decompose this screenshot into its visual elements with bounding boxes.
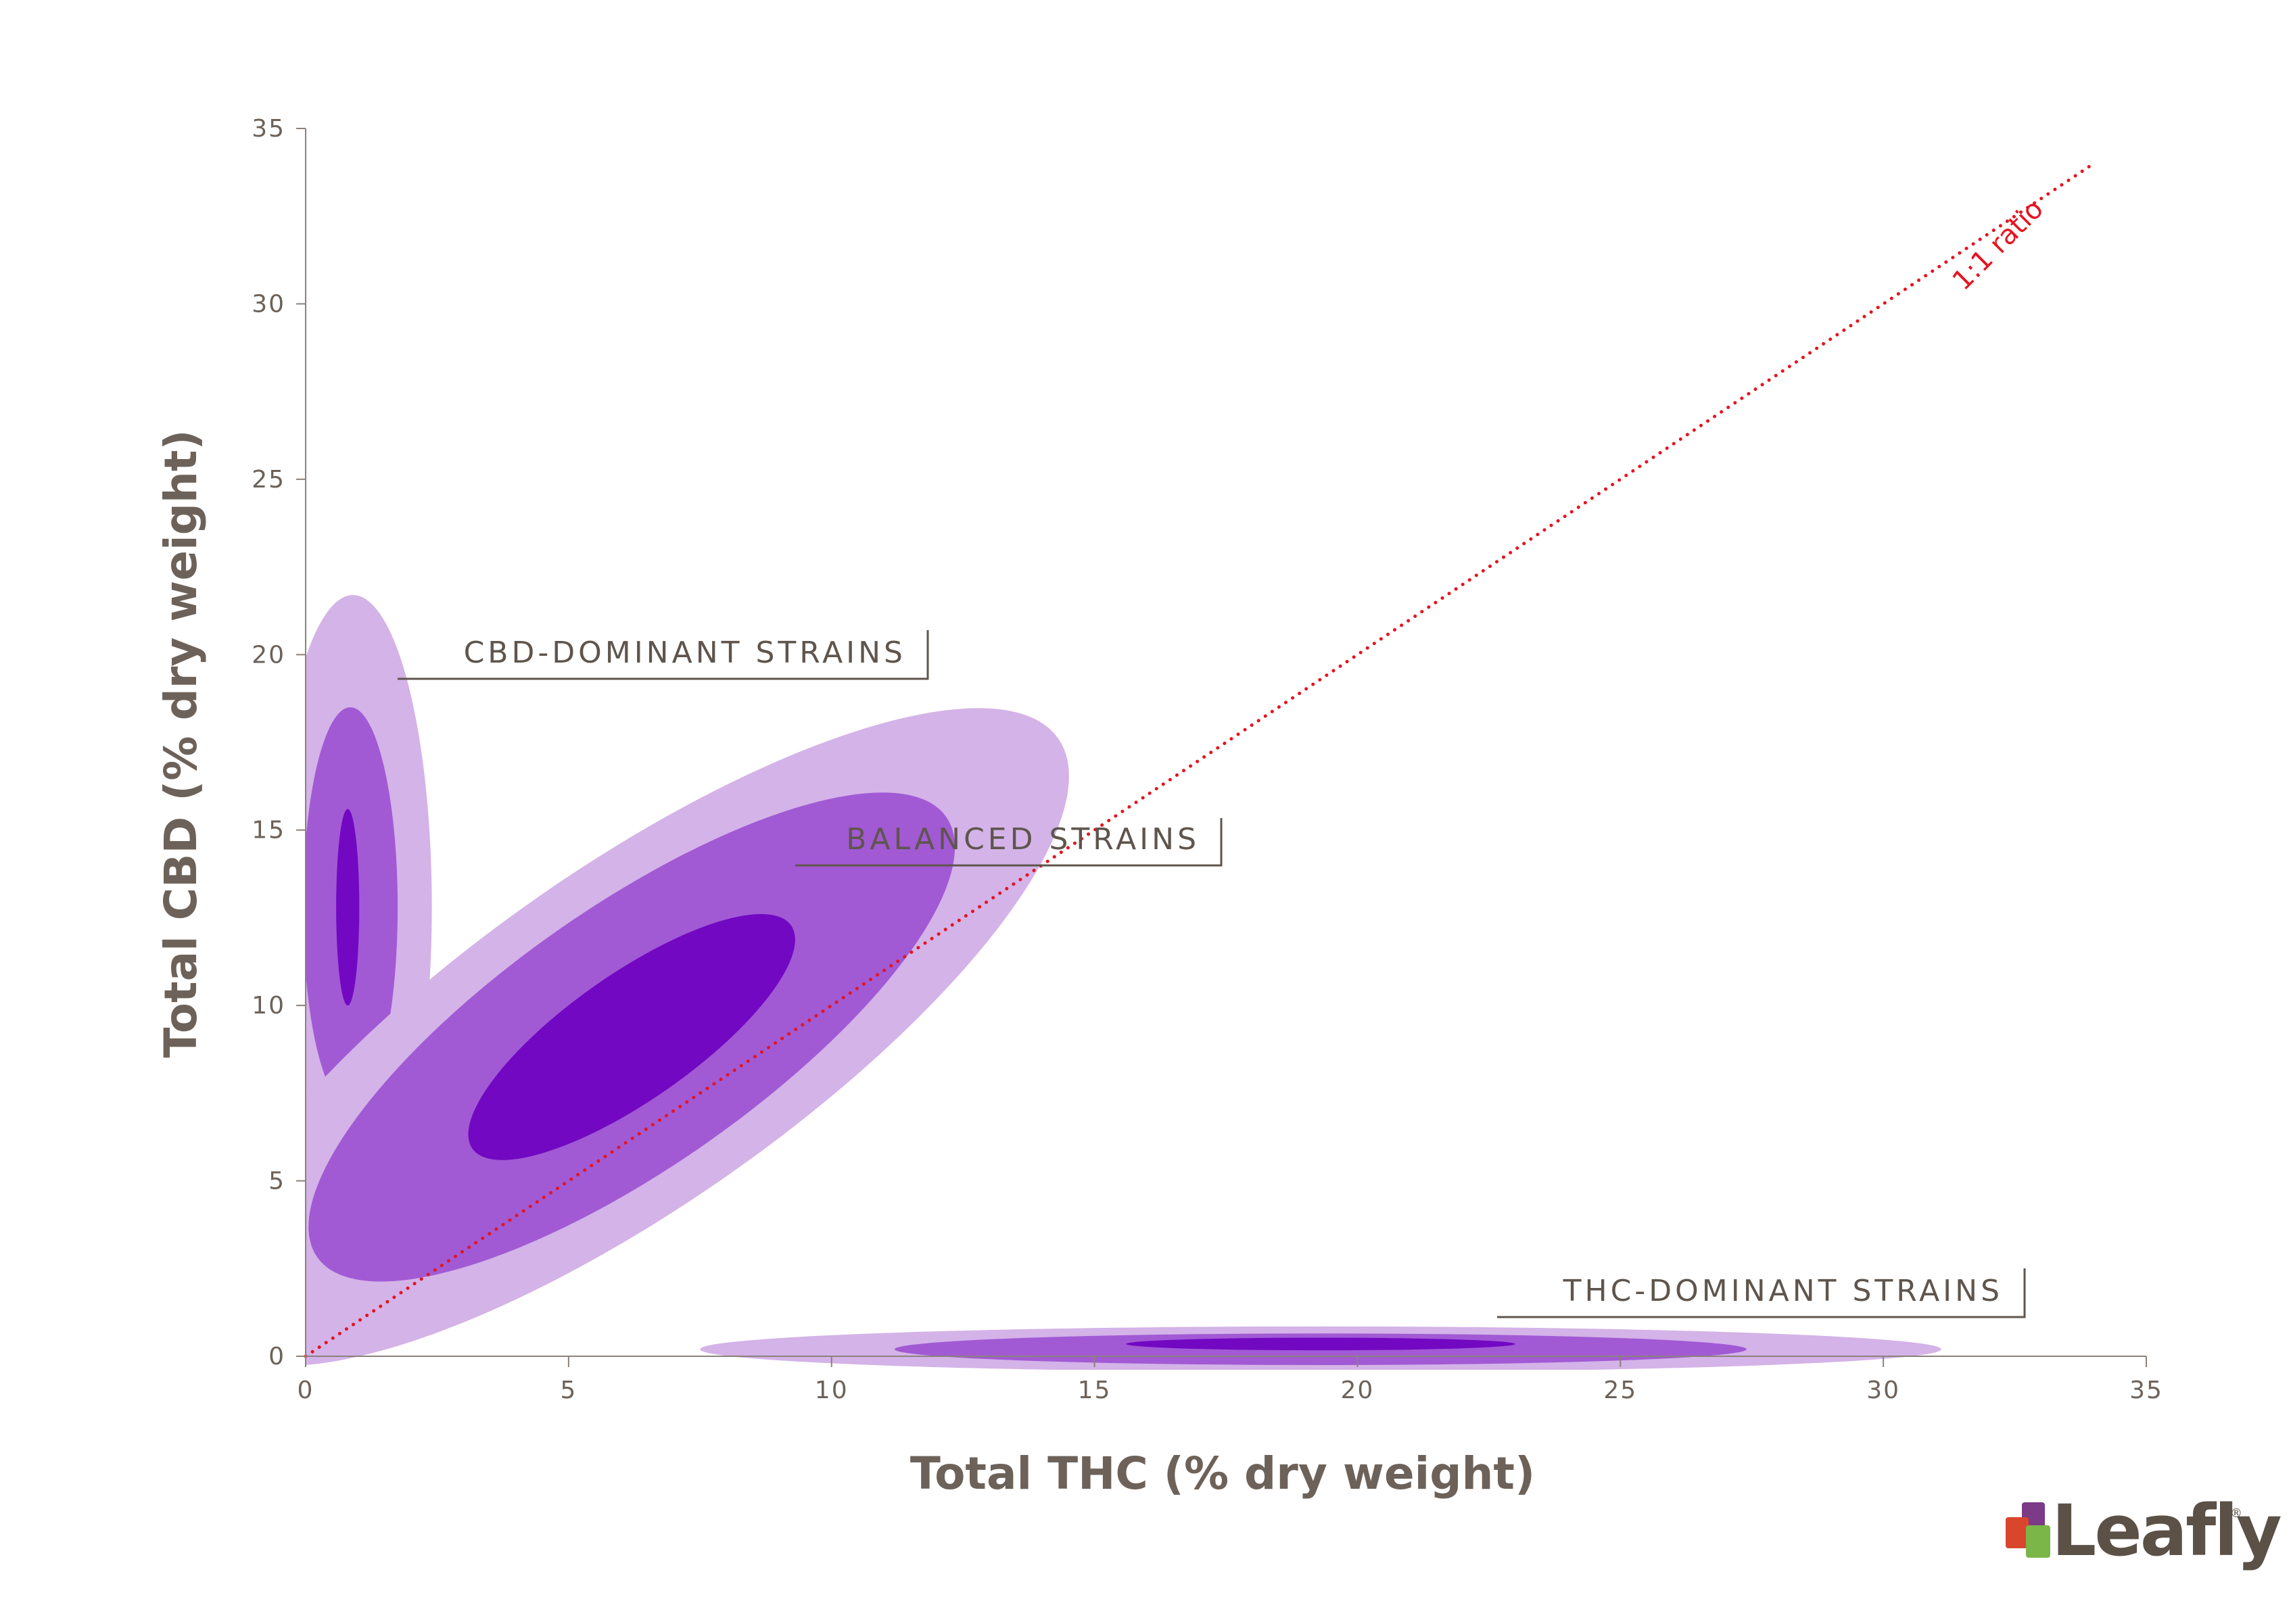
y-tick-label: 10: [252, 992, 285, 1020]
cluster-2: [700, 1326, 1941, 1370]
x-tick-label: 25: [1603, 1377, 1637, 1404]
x-tick-label: 15: [1078, 1377, 1112, 1404]
cluster-label: CBD-DOMINANT STRAINS: [464, 636, 906, 670]
x-tick-label: 5: [560, 1377, 577, 1404]
y-tick-label: 5: [268, 1168, 285, 1195]
contour-layer: [306, 595, 1941, 1370]
callout-bracket: [795, 818, 1223, 867]
leafly-logo: Leafly ®: [2006, 1489, 2283, 1572]
contour-inner: [336, 809, 360, 1006]
leafly-logo-text: Leafly: [2052, 1489, 2281, 1572]
reference-line: [304, 162, 2096, 1358]
leafly-logo-icon: [2006, 1502, 2050, 1558]
y-tick-label: 30: [252, 290, 285, 318]
callout-bracket: [1497, 1268, 2026, 1318]
axes: 0 5 10 15 20 25 30 35 0 5 10 15 20 25 30 35: [252, 115, 2163, 1404]
annotations: CBD-DOMINANT STRAINS BALANCED STRAINS THC-…: [398, 630, 2026, 1318]
registered-mark: ®: [2230, 1506, 2242, 1521]
callout-bracket: [398, 630, 929, 680]
y-tick-label: 35: [252, 115, 285, 143]
x-tick-label: 10: [815, 1377, 849, 1404]
cluster-label: THC-DOMINANT STRAINS: [1563, 1274, 2003, 1308]
contour-inner: [1126, 1337, 1515, 1351]
y-tick-label: 15: [252, 817, 285, 844]
cluster-callout-1: BALANCED STRAINS: [795, 818, 1223, 867]
cluster-callout-0: CBD-DOMINANT STRAINS: [398, 630, 929, 680]
y-axis-title: Total CBD (% dry weight): [155, 429, 207, 1057]
x-axis-title: Total THC (% dry weight): [910, 1448, 1535, 1500]
x-tick-label: 30: [1866, 1377, 1900, 1404]
y-tick-label: 20: [252, 641, 285, 669]
cluster-label: BALANCED STRAINS: [846, 822, 1200, 857]
x-tick-label: 35: [2129, 1377, 2163, 1404]
contour-inner: [468, 913, 795, 1160]
y-tick-label: 25: [252, 466, 285, 494]
y-tick-label: 0: [268, 1343, 285, 1370]
reference-line-label: 1:1 ratio: [1947, 193, 2050, 296]
cluster-1: [306, 708, 1069, 1366]
x-tick-label: 0: [298, 1377, 314, 1404]
cluster-callout-2: THC-DOMINANT STRAINS: [1497, 1268, 2026, 1318]
x-tick-label: 20: [1341, 1377, 1375, 1404]
